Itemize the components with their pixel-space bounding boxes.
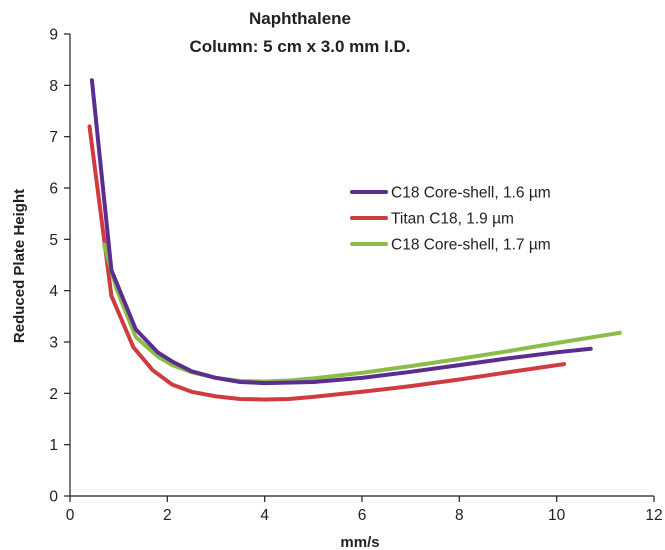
chart-subtitle: Column: 5 cm x 3.0 mm I.D. xyxy=(189,37,410,56)
y-tick-label: 2 xyxy=(49,386,58,403)
plot-area xyxy=(87,78,622,402)
x-tick-label: 0 xyxy=(66,507,75,524)
y-tick-label: 3 xyxy=(49,335,58,352)
y-tick-label: 8 xyxy=(49,78,58,95)
x-tick-label: 10 xyxy=(548,507,566,524)
series-line-0 xyxy=(89,78,593,386)
series-line-1 xyxy=(87,124,566,402)
x-axis-label: mm/s xyxy=(340,534,379,550)
legend-label-1: Titan C18, 1.9 µm xyxy=(391,211,514,228)
chart-title: Naphthalene xyxy=(249,9,351,28)
x-tick-label: 6 xyxy=(358,507,367,524)
legend: C18 Core-shell, 1.6 µm Titan C18, 1.9 µm C… xyxy=(350,185,551,254)
x-tick-label: 4 xyxy=(260,507,269,524)
x-tick-label: 2 xyxy=(163,507,172,524)
y-tick-label: 5 xyxy=(49,232,58,249)
x-tick-label: 12 xyxy=(645,507,662,524)
legend-label-0: C18 Core-shell, 1.6 µm xyxy=(391,185,551,202)
y-tick-label: 0 xyxy=(49,489,58,506)
y-tick-label: 1 xyxy=(49,437,58,454)
y-axis-label: Reduced Plate Height xyxy=(11,189,28,343)
y-tick-label: 9 xyxy=(49,27,58,44)
y-tick-label: 4 xyxy=(49,283,58,300)
series-line-2 xyxy=(102,242,622,384)
y-tick-label: 7 xyxy=(49,129,58,146)
y-tick-label: 6 xyxy=(49,181,58,198)
x-tick-label: 8 xyxy=(455,507,464,524)
legend-label-2: C18 Core-shell, 1.7 µm xyxy=(391,237,551,254)
